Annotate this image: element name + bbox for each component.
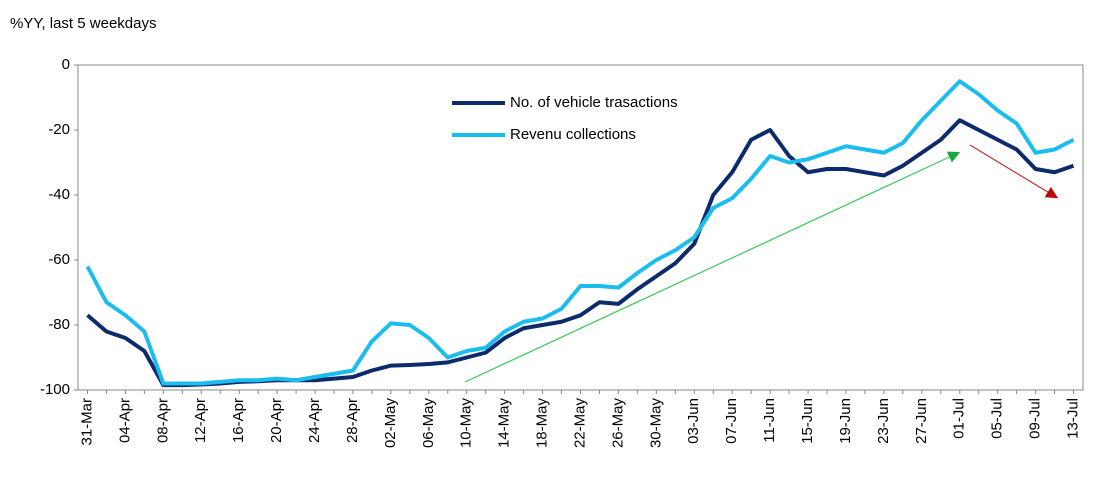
x-tick-label: 18-May bbox=[534, 398, 551, 449]
y-tick-label: -20 bbox=[48, 121, 70, 138]
x-tick-label: 15-Jun bbox=[799, 398, 816, 444]
y-tick-label: -100 bbox=[40, 381, 70, 398]
x-tick-label: 23-Jun bbox=[875, 398, 892, 444]
x-tick-label: 16-Apr bbox=[230, 398, 247, 443]
plot-frame bbox=[77, 64, 1084, 391]
x-tick-label: 28-Apr bbox=[344, 398, 361, 443]
x-tick-label: 11-Jun bbox=[761, 398, 778, 443]
x-tick-label: 05-Jul bbox=[989, 398, 1006, 439]
x-tick-label: 09-Jul bbox=[1027, 398, 1044, 439]
x-tick-label: 07-Jun bbox=[723, 398, 740, 444]
x-tick-label: 08-Apr bbox=[154, 398, 171, 443]
x-tick-label: 06-May bbox=[420, 398, 437, 449]
x-tick-label: 27-Jun bbox=[913, 398, 930, 444]
y-tick-label: -40 bbox=[48, 186, 70, 203]
y-tick-label: -80 bbox=[48, 316, 70, 333]
x-tick-label: 01-Jul bbox=[951, 398, 968, 439]
x-tick-label: 04-Apr bbox=[116, 398, 133, 443]
legend-label: Revenu collections bbox=[510, 126, 636, 143]
x-tick-label: 31-Mar bbox=[78, 398, 95, 446]
x-tick-label: 26-May bbox=[609, 398, 626, 449]
x-tick-label: 19-Jun bbox=[837, 398, 854, 444]
x-tick-label: 12-Apr bbox=[192, 398, 209, 443]
legend-label: No. of vehicle trasactions bbox=[510, 94, 678, 111]
x-tick-label: 03-Jun bbox=[685, 398, 702, 444]
x-tick-label: 30-May bbox=[647, 398, 664, 449]
x-tick-label: 14-May bbox=[496, 398, 513, 449]
y-axis-label: %YY, last 5 weekdays bbox=[10, 15, 156, 32]
series-line bbox=[85, 79, 1075, 386]
series-line bbox=[86, 118, 1075, 388]
y-tick-label: -60 bbox=[48, 251, 70, 268]
x-tick-label: 02-May bbox=[382, 398, 399, 449]
x-tick-label: 13-Jul bbox=[1064, 398, 1081, 439]
x-tick-label: 24-Apr bbox=[306, 398, 323, 443]
trend-arrow-down bbox=[969, 144, 1059, 199]
x-tick-label: 20-Apr bbox=[268, 398, 285, 443]
x-tick-label: 10-May bbox=[458, 398, 475, 449]
trend-arrow-up bbox=[464, 151, 961, 383]
y-tick-label: 0 bbox=[62, 56, 70, 73]
x-tick-label: 22-May bbox=[571, 398, 588, 449]
